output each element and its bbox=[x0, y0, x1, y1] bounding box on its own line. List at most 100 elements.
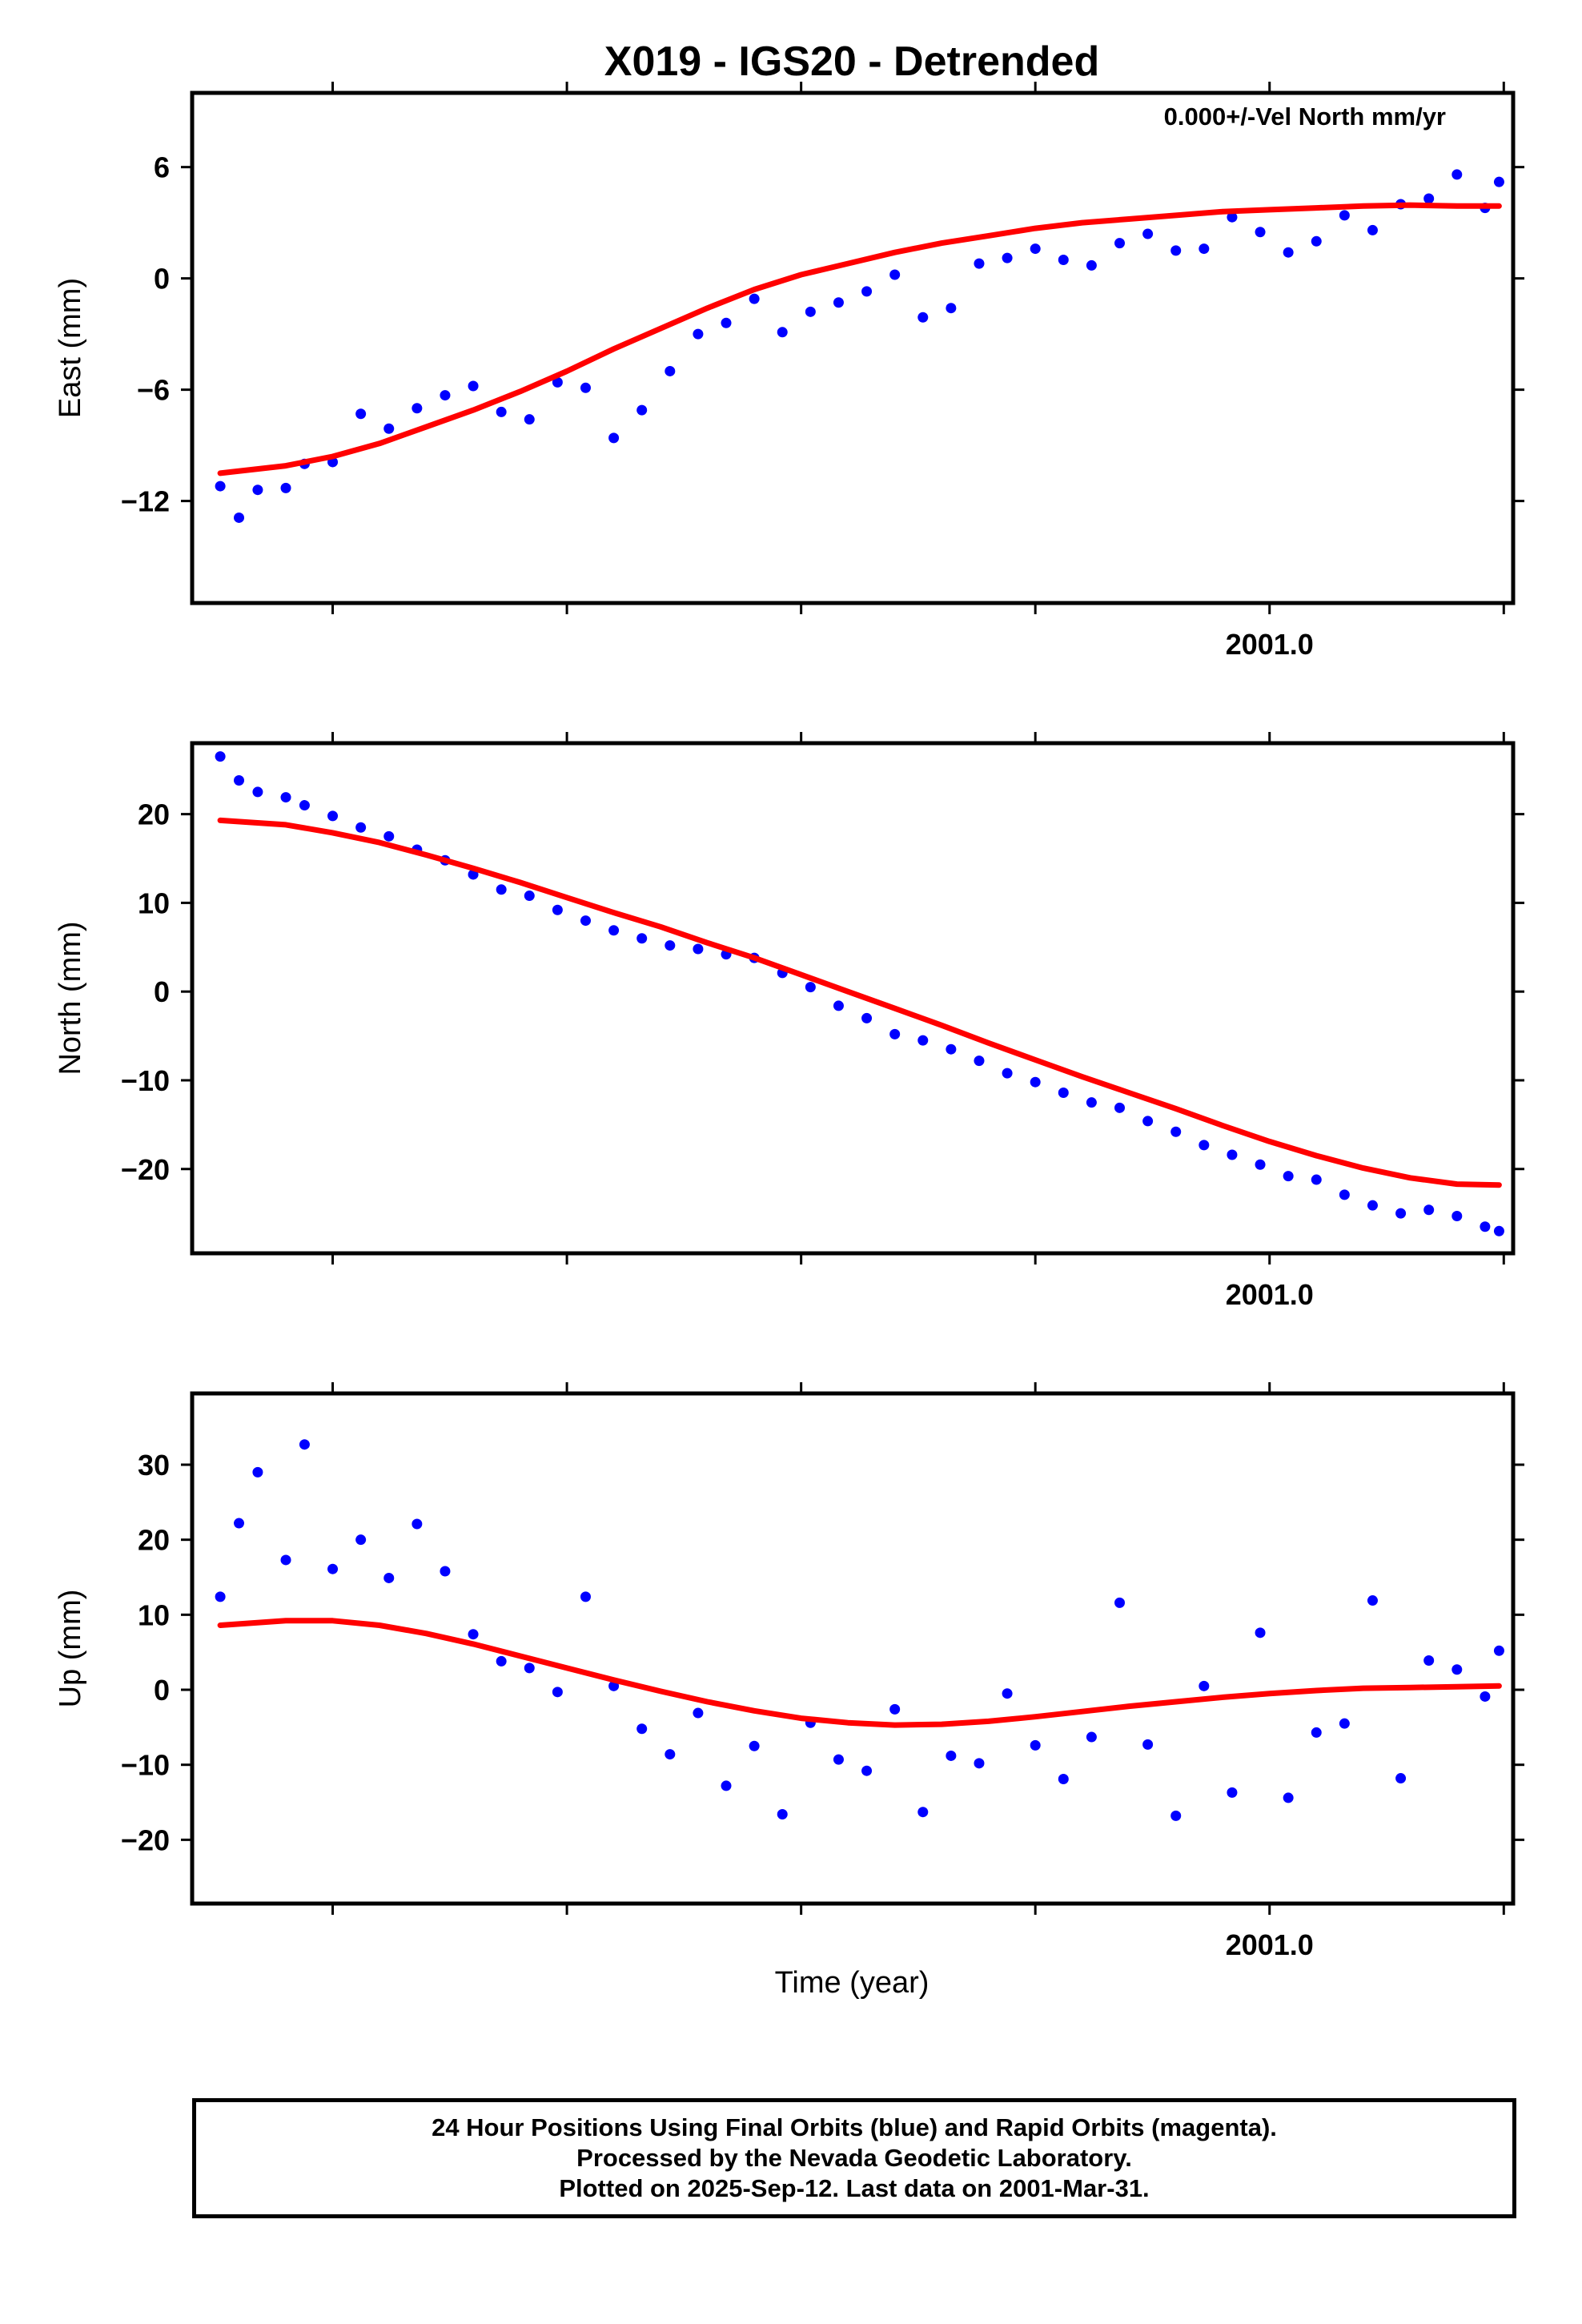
up-data-point bbox=[1423, 1655, 1435, 1666]
up-y-tick-label: −20 bbox=[121, 1823, 170, 1856]
east-data-point bbox=[1452, 169, 1463, 180]
north-data-point bbox=[1480, 1221, 1491, 1232]
north-data-point bbox=[1199, 1140, 1210, 1151]
north-data-point bbox=[1086, 1097, 1097, 1108]
east-data-point bbox=[917, 312, 929, 323]
east-data-point bbox=[833, 297, 844, 308]
up-data-point bbox=[280, 1554, 291, 1566]
east-data-point bbox=[280, 482, 291, 493]
up-data-point bbox=[777, 1809, 788, 1820]
up-y-tick-label: −10 bbox=[121, 1749, 170, 1782]
north-data-point bbox=[552, 904, 563, 915]
east-data-point bbox=[496, 406, 507, 417]
east-data-point bbox=[749, 293, 760, 304]
up-data-point bbox=[1311, 1727, 1322, 1738]
north-data-point bbox=[693, 943, 704, 955]
up-y-tick-label: 30 bbox=[138, 1449, 170, 1482]
up-data-point bbox=[861, 1765, 873, 1776]
east-model-curve bbox=[217, 202, 1502, 476]
east-data-point bbox=[440, 390, 451, 401]
north-y-tick-label: 10 bbox=[138, 887, 170, 919]
north-data-point bbox=[1002, 1068, 1013, 1079]
north-data-point bbox=[299, 800, 310, 811]
north-data-point bbox=[215, 751, 226, 762]
up-data-point bbox=[1339, 1718, 1350, 1729]
north-data-point bbox=[1311, 1174, 1322, 1185]
north-data-point bbox=[1452, 1210, 1463, 1221]
east-data-point bbox=[468, 380, 479, 392]
north-data-point bbox=[636, 933, 648, 944]
east-data-point bbox=[1339, 210, 1350, 221]
north-data-point bbox=[974, 1055, 985, 1067]
up-data-point bbox=[327, 1563, 339, 1574]
up-data-point bbox=[721, 1780, 732, 1791]
east-y-tick-label: 0 bbox=[154, 263, 170, 296]
north-x-tick-label: 2001.0 bbox=[1226, 1278, 1314, 1311]
east-data-point bbox=[1142, 228, 1154, 239]
north-data-point bbox=[1142, 1116, 1154, 1127]
footer-line-1: 24 Hour Positions Using Final Orbits (bl… bbox=[432, 2113, 1277, 2141]
north-data-point bbox=[889, 1028, 901, 1039]
east-data-point bbox=[524, 414, 535, 425]
east-data-point bbox=[1283, 247, 1294, 258]
east-data-point bbox=[355, 408, 367, 420]
up-data-point bbox=[1170, 1810, 1182, 1821]
east-data-point bbox=[580, 382, 591, 393]
east-data-point bbox=[1311, 235, 1322, 247]
east-data-point bbox=[552, 376, 563, 388]
up-data-point bbox=[1142, 1739, 1154, 1750]
x-axis-label: Time (year) bbox=[775, 1966, 930, 2000]
up-panel: 30 20 10 0 −10 −20 2001.0 Up (mm) bbox=[54, 1382, 1524, 1961]
east-data-point bbox=[234, 512, 245, 523]
north-plot-frame bbox=[190, 741, 1516, 1256]
east-data-point bbox=[861, 286, 873, 297]
up-data-point bbox=[749, 1740, 760, 1751]
east-data-point bbox=[777, 327, 788, 338]
up-data-point bbox=[1086, 1731, 1097, 1743]
north-data-point bbox=[1255, 1159, 1266, 1170]
up-y-axis-label: Up (mm) bbox=[54, 1590, 87, 1708]
up-data-point bbox=[580, 1591, 591, 1602]
up-data-point bbox=[1227, 1787, 1238, 1798]
north-data-point bbox=[234, 775, 245, 786]
north-model-curve bbox=[217, 817, 1502, 1188]
north-data-point bbox=[280, 792, 291, 803]
chart-figure: X019 - IGS20 - Detrended 0.000+/-Vel Nor… bbox=[54, 38, 1524, 2000]
east-data-point bbox=[693, 328, 704, 340]
north-data-point bbox=[383, 830, 395, 842]
up-data-point bbox=[1255, 1627, 1266, 1638]
north-data-point bbox=[1395, 1208, 1407, 1219]
up-data-point bbox=[1030, 1739, 1041, 1751]
north-data-point bbox=[608, 925, 620, 936]
up-data-point bbox=[833, 1754, 844, 1765]
north-y-tick-label: 0 bbox=[154, 975, 170, 1008]
east-data-point bbox=[1423, 193, 1435, 204]
east-data-point bbox=[805, 306, 816, 317]
east-plot-frame bbox=[190, 90, 1516, 605]
up-data-point bbox=[412, 1518, 423, 1530]
north-data-point bbox=[327, 810, 339, 822]
footer-box: 24 Hour Positions Using Final Orbits (bl… bbox=[192, 2098, 1516, 2218]
chart-title: X019 - IGS20 - Detrended bbox=[604, 38, 1099, 85]
north-y-tick-label: −20 bbox=[121, 1153, 170, 1186]
up-data-point bbox=[946, 1750, 957, 1761]
up-y-tick-label: 10 bbox=[138, 1598, 170, 1631]
up-data-point bbox=[1367, 1595, 1378, 1606]
east-data-point bbox=[383, 423, 395, 434]
north-y-tick-label: 20 bbox=[138, 798, 170, 831]
up-x-tick-label: 2001.0 bbox=[1226, 1928, 1314, 1961]
north-data-point bbox=[1493, 1225, 1504, 1236]
up-data-point bbox=[1114, 1597, 1126, 1608]
north-data-point bbox=[805, 982, 816, 993]
north-data-point bbox=[1170, 1126, 1182, 1137]
up-data-point bbox=[299, 1439, 310, 1450]
north-data-point bbox=[946, 1043, 957, 1055]
east-data-point bbox=[1367, 224, 1378, 235]
up-data-point bbox=[355, 1534, 367, 1546]
north-data-point bbox=[524, 891, 535, 902]
east-data-point bbox=[1002, 252, 1013, 263]
east-y-axis-label: East (mm) bbox=[54, 278, 87, 418]
up-data-point bbox=[693, 1707, 704, 1719]
up-model-curve bbox=[217, 1618, 1502, 1728]
up-data-point bbox=[974, 1758, 985, 1769]
